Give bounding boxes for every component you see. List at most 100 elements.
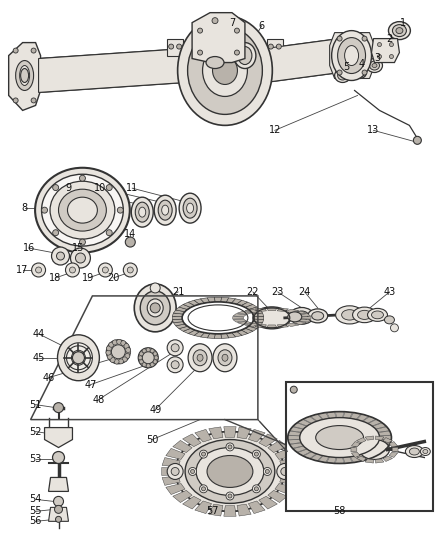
Polygon shape bbox=[297, 449, 311, 456]
Polygon shape bbox=[237, 300, 248, 305]
Text: 3: 3 bbox=[374, 53, 381, 62]
Ellipse shape bbox=[213, 344, 237, 372]
Circle shape bbox=[106, 350, 111, 355]
Circle shape bbox=[56, 516, 61, 522]
Circle shape bbox=[139, 360, 143, 364]
Ellipse shape bbox=[140, 291, 170, 325]
Ellipse shape bbox=[420, 448, 430, 456]
Ellipse shape bbox=[396, 28, 403, 34]
Circle shape bbox=[142, 352, 154, 364]
Polygon shape bbox=[343, 457, 353, 463]
Circle shape bbox=[79, 239, 85, 245]
Polygon shape bbox=[221, 297, 229, 302]
Polygon shape bbox=[371, 38, 399, 62]
Circle shape bbox=[146, 348, 150, 352]
Polygon shape bbox=[173, 321, 185, 326]
Polygon shape bbox=[376, 443, 389, 448]
Circle shape bbox=[142, 362, 146, 367]
Polygon shape bbox=[172, 319, 183, 322]
Polygon shape bbox=[209, 427, 223, 439]
Polygon shape bbox=[201, 298, 210, 303]
Polygon shape bbox=[288, 435, 300, 440]
Polygon shape bbox=[350, 456, 361, 463]
Polygon shape bbox=[253, 313, 264, 317]
Circle shape bbox=[154, 356, 158, 360]
Text: 2: 2 bbox=[386, 34, 392, 44]
Polygon shape bbox=[172, 313, 183, 317]
Circle shape bbox=[13, 48, 18, 53]
Text: 7: 7 bbox=[229, 18, 235, 28]
Text: 15: 15 bbox=[72, 243, 85, 253]
Polygon shape bbox=[343, 411, 353, 418]
Text: 57: 57 bbox=[206, 506, 218, 516]
Polygon shape bbox=[224, 506, 236, 516]
Circle shape bbox=[171, 361, 179, 369]
Polygon shape bbox=[207, 297, 215, 302]
Ellipse shape bbox=[20, 66, 30, 85]
Circle shape bbox=[150, 362, 154, 367]
Ellipse shape bbox=[64, 343, 92, 373]
Polygon shape bbox=[245, 309, 258, 313]
Ellipse shape bbox=[332, 30, 371, 80]
Polygon shape bbox=[233, 317, 244, 319]
Polygon shape bbox=[379, 435, 391, 440]
Circle shape bbox=[153, 360, 157, 364]
Circle shape bbox=[106, 346, 111, 351]
Polygon shape bbox=[179, 304, 191, 310]
Circle shape bbox=[189, 467, 197, 475]
Text: 46: 46 bbox=[42, 373, 55, 383]
Circle shape bbox=[171, 344, 179, 352]
Ellipse shape bbox=[196, 448, 264, 495]
Circle shape bbox=[139, 352, 143, 356]
Polygon shape bbox=[188, 330, 199, 335]
Ellipse shape bbox=[423, 449, 428, 454]
Circle shape bbox=[389, 54, 393, 59]
Ellipse shape bbox=[371, 311, 384, 319]
Ellipse shape bbox=[384, 46, 389, 51]
Ellipse shape bbox=[134, 284, 176, 332]
Polygon shape bbox=[173, 440, 192, 453]
Circle shape bbox=[53, 230, 59, 236]
Polygon shape bbox=[188, 300, 199, 305]
Circle shape bbox=[200, 485, 208, 493]
Polygon shape bbox=[248, 430, 265, 442]
Circle shape bbox=[31, 48, 36, 53]
Circle shape bbox=[121, 341, 126, 345]
Circle shape bbox=[234, 50, 240, 55]
Polygon shape bbox=[249, 324, 260, 329]
Circle shape bbox=[127, 267, 133, 273]
Circle shape bbox=[146, 364, 150, 368]
Polygon shape bbox=[383, 438, 392, 443]
Ellipse shape bbox=[193, 350, 207, 366]
Ellipse shape bbox=[360, 440, 389, 459]
Circle shape bbox=[150, 283, 160, 293]
Circle shape bbox=[290, 386, 297, 393]
Circle shape bbox=[276, 44, 281, 49]
Circle shape bbox=[32, 263, 46, 277]
Text: 19: 19 bbox=[82, 273, 95, 283]
Ellipse shape bbox=[295, 311, 309, 321]
Polygon shape bbox=[327, 457, 336, 463]
Ellipse shape bbox=[59, 189, 106, 231]
Circle shape bbox=[113, 340, 117, 345]
Text: 8: 8 bbox=[21, 203, 28, 213]
Circle shape bbox=[150, 349, 154, 353]
Circle shape bbox=[167, 357, 183, 373]
Ellipse shape bbox=[410, 448, 419, 455]
Polygon shape bbox=[310, 414, 322, 421]
Ellipse shape bbox=[370, 61, 379, 70]
Polygon shape bbox=[303, 452, 317, 459]
Polygon shape bbox=[336, 411, 344, 418]
Circle shape bbox=[362, 36, 367, 41]
Text: 5: 5 bbox=[343, 61, 350, 71]
Circle shape bbox=[138, 348, 158, 368]
Circle shape bbox=[263, 467, 271, 475]
Polygon shape bbox=[288, 431, 301, 435]
Circle shape bbox=[42, 207, 48, 213]
Polygon shape bbox=[207, 334, 215, 338]
Polygon shape bbox=[172, 316, 182, 319]
Polygon shape bbox=[318, 456, 329, 463]
Polygon shape bbox=[162, 476, 180, 486]
Text: 56: 56 bbox=[29, 516, 42, 526]
Ellipse shape bbox=[356, 69, 364, 76]
